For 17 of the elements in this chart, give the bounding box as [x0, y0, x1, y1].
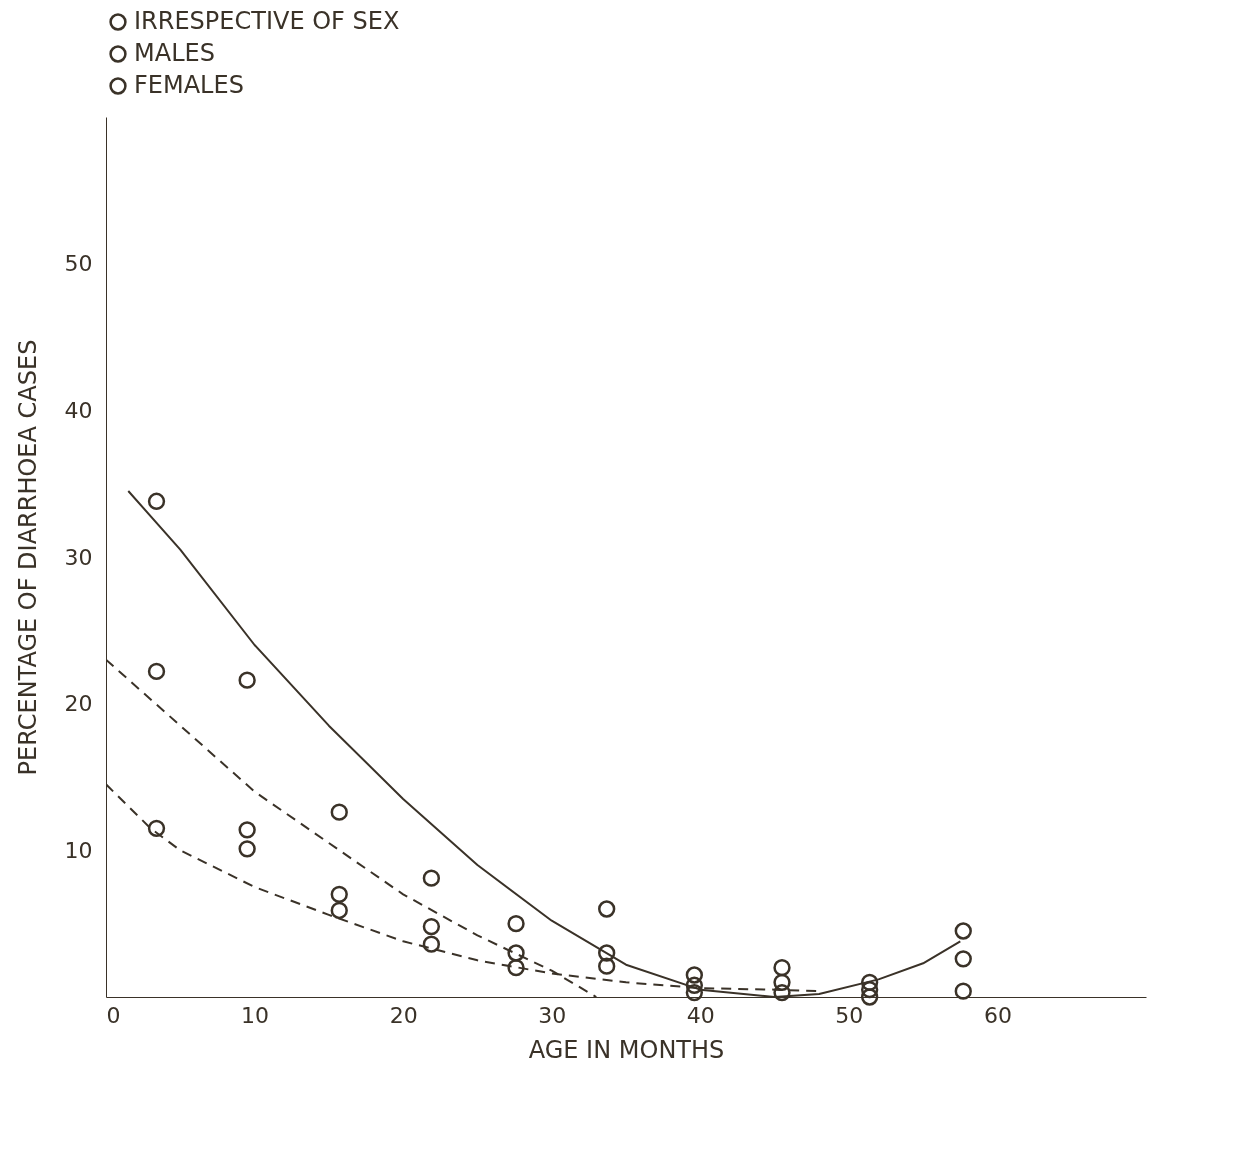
y-axis-title: PERCENTAGE OF DIARRHOEA CASES	[13, 339, 42, 776]
y-tick-label: 50	[64, 251, 93, 277]
legend-label: FEMALES	[134, 71, 244, 99]
x-tick-label: 60	[983, 1002, 1012, 1028]
y-tick-label: 10	[64, 837, 93, 863]
x-tick-label: 0	[106, 1002, 121, 1028]
x-tick-label: 50	[835, 1002, 864, 1028]
legend-label: IRRESPECTIVE OF SEX	[134, 7, 400, 35]
x-tick-label: 40	[686, 1002, 715, 1028]
y-tick-label: 20	[64, 691, 93, 717]
y-tick-label: 30	[64, 544, 93, 570]
x-tick-label: 20	[389, 1002, 418, 1028]
x-axis-title: AGE IN MONTHS	[528, 1035, 725, 1064]
y-tick-label: 40	[64, 397, 93, 423]
legend-label: MALES	[134, 39, 215, 67]
x-tick-label: 10	[241, 1002, 270, 1028]
x-tick-label: 30	[538, 1002, 567, 1028]
